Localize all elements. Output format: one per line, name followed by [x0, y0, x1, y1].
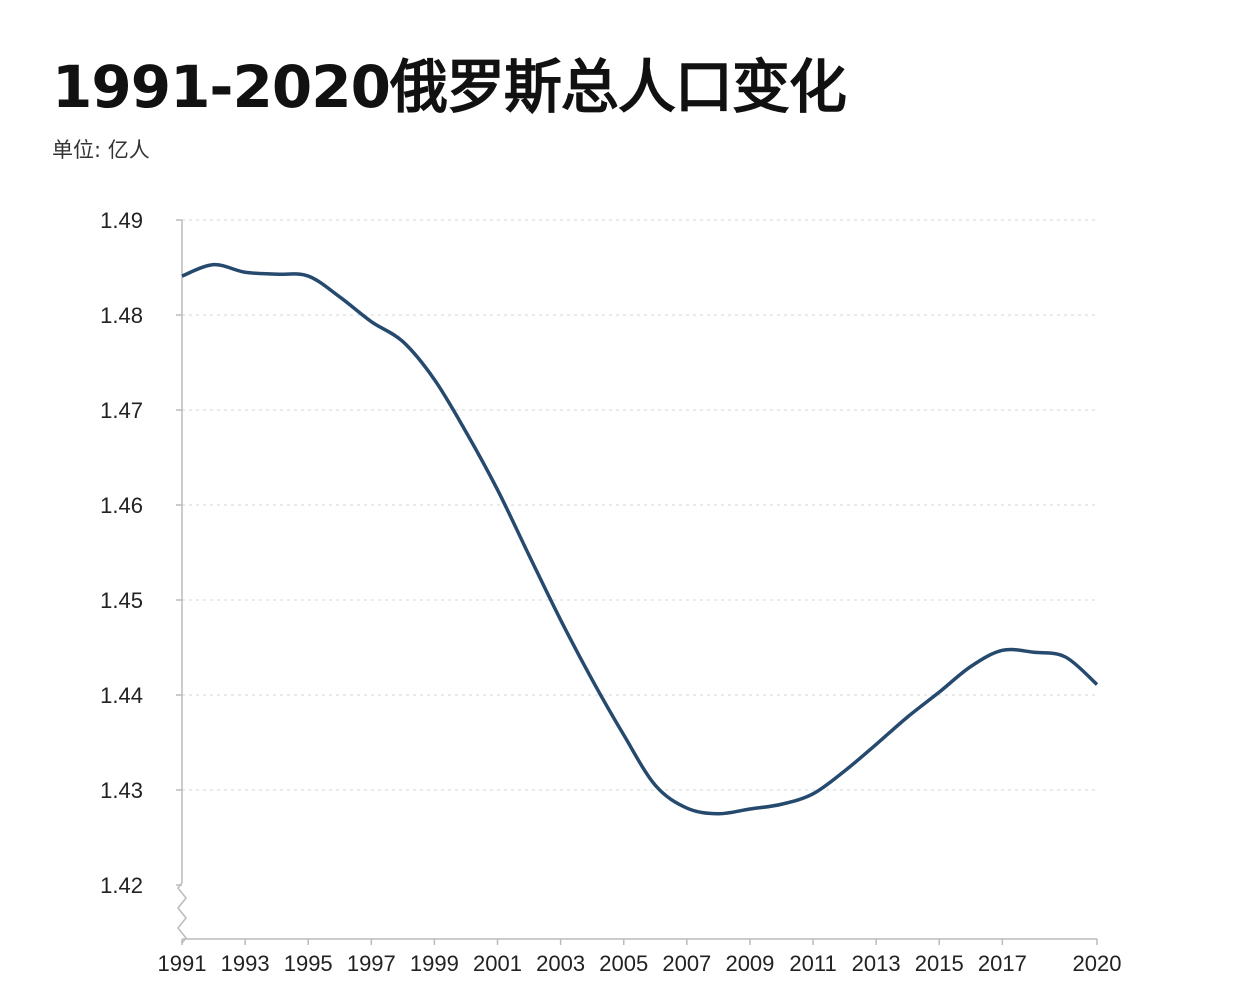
x-tick-label: 1999	[410, 951, 459, 976]
x-tick-label: 1993	[221, 951, 270, 976]
x-tick-label: 2013	[852, 951, 901, 976]
x-tick-label: 1995	[284, 951, 333, 976]
axis-break-icon	[177, 882, 187, 944]
unit-label: 单位: 亿人	[52, 138, 150, 162]
y-tick-label: 1.49	[100, 208, 143, 233]
y-tick-label: 1.42	[100, 873, 143, 898]
x-tick-label: 2009	[725, 951, 774, 976]
x-tick-label: 2017	[978, 951, 1027, 976]
y-tick-label: 1.43	[100, 778, 143, 803]
x-tick-label: 2020	[1073, 951, 1122, 976]
population-line	[181, 262, 1099, 816]
x-tick-label: 2011	[789, 951, 836, 976]
x-tick-label: 2007	[662, 951, 711, 976]
x-tick-label: 2015	[915, 951, 964, 976]
y-tick-label: 1.44	[100, 683, 143, 708]
x-tick-label: 2005	[599, 951, 648, 976]
y-tick-label: 1.48	[100, 303, 143, 328]
x-tick-label: 2003	[536, 951, 585, 976]
y-tick-label: 1.46	[100, 493, 143, 518]
y-tick-label: 1.45	[100, 588, 143, 613]
y-tick-label: 1.47	[100, 398, 143, 423]
x-tick-label: 1991	[158, 951, 207, 976]
chart-title: 1991-2020俄罗斯总人口变化	[52, 53, 847, 121]
x-tick-label: 2001	[473, 951, 522, 976]
x-tick-label: 1997	[347, 951, 396, 976]
